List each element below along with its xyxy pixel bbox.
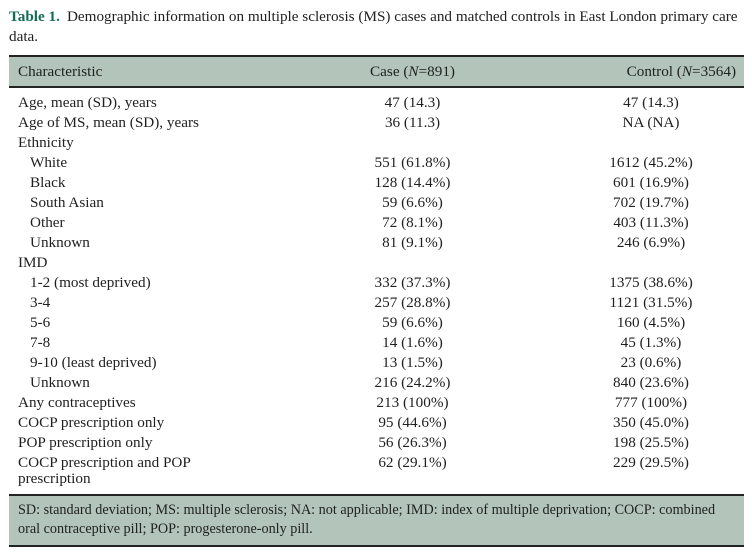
table-row: Unknown 216 (24.2%) 840 (23.6%): [9, 373, 744, 393]
table-row: South Asian 59 (6.6%) 702 (19.7%): [9, 193, 744, 213]
table-row: White 551 (61.8%) 1612 (45.2%): [9, 153, 744, 173]
table-row: COCP prescription and POP prescription 62…: [9, 453, 744, 495]
case-value: 72 (8.1%): [382, 214, 443, 231]
table-row: Any contraceptives 213 (100%) 777 (100%): [9, 393, 744, 413]
header-row: Characteristic Case (N=891) Control (N=3…: [9, 56, 744, 88]
case-value: 36 (11.3): [384, 114, 441, 131]
case-value: 59 (6.6%): [382, 194, 443, 211]
row-label: Unknown: [30, 234, 90, 251]
table-caption: Table 1. Demographic information on multi…: [9, 7, 750, 47]
table-figure: Table 1. Demographic information on multi…: [9, 7, 750, 547]
table-row: Ethnicity: [9, 133, 744, 153]
row-label: Any contraceptives: [18, 394, 136, 411]
case-value: [317, 253, 522, 273]
control-header-suffix: =3564): [692, 63, 736, 80]
control-value: 1612 (45.2%): [609, 154, 693, 171]
table-body: Age, mean (SD), years 47 (14.3) 47 (14.3) A…: [9, 87, 744, 495]
control-value: [522, 133, 744, 153]
table-footnote: SD: standard deviation; MS: multiple scl…: [9, 496, 744, 547]
column-header-control: Control (N=3564): [522, 56, 744, 88]
table-row: 9-10 (least deprived) 13 (1.5%) 23 (0.6%): [9, 353, 744, 373]
control-value: 246 (6.9%): [616, 234, 686, 251]
table-row: Age, mean (SD), years 47 (14.3) 47 (14.3): [9, 87, 744, 113]
control-value: 601 (16.9%): [613, 174, 689, 191]
table-row: COCP prescription only 95 (44.6%) 350 (45.…: [9, 413, 744, 433]
control-value: 45 (1.3%): [620, 334, 682, 351]
table-row: 3-4 257 (28.8%) 1121 (31.5%): [9, 293, 744, 313]
case-value: 13 (1.5%): [382, 354, 443, 371]
table-row: Other 72 (8.1%) 403 (11.3%): [9, 213, 744, 233]
case-value: 213 (100%): [376, 394, 449, 411]
table-row: Unknown 81 (9.1%) 246 (6.9%): [9, 233, 744, 253]
control-value: 840 (23.6%): [613, 374, 689, 391]
table-row: Black 128 (14.4%) 601 (16.9%): [9, 173, 744, 193]
table-caption-label: Table 1.: [9, 8, 60, 25]
case-value: 95 (44.6%): [378, 414, 447, 431]
control-value: 1121 (31.5%): [609, 294, 693, 311]
control-value: 403 (11.3%): [613, 214, 689, 231]
row-label: White: [30, 154, 68, 171]
case-value: 128 (14.4%): [374, 174, 451, 191]
case-value: 62 (29.1%): [378, 454, 447, 471]
control-value: 702 (19.7%): [613, 194, 689, 211]
control-value: 160 (4.5%): [616, 314, 686, 331]
case-header-n: N: [408, 63, 419, 80]
control-value: NA (NA): [622, 114, 680, 131]
table-caption-text: Demographic information on multiple scle…: [9, 8, 738, 45]
table-row: 1-2 (most deprived) 332 (37.3%) 1375 (38.6…: [9, 273, 744, 293]
case-value: 56 (26.3%): [378, 434, 447, 451]
row-label: Black: [30, 174, 66, 191]
row-label: Unknown: [30, 374, 90, 391]
row-label: 1-2 (most deprived): [30, 274, 151, 291]
case-value: 257 (28.8%): [374, 294, 451, 311]
row-label: POP prescription only: [18, 434, 153, 451]
table-row: 5-6 59 (6.6%) 160 (4.5%): [9, 313, 744, 333]
case-value: 216 (24.2%): [374, 374, 451, 391]
table-row: POP prescription only 56 (26.3%) 198 (25.5…: [9, 433, 744, 453]
control-value: 350 (45.0%): [613, 414, 689, 431]
demographics-table: Characteristic Case (N=891) Control (N=3…: [9, 55, 744, 496]
control-value: 229 (29.5%): [613, 454, 689, 471]
case-value: 14 (1.6%): [382, 334, 443, 351]
table-row: IMD: [9, 253, 744, 273]
case-value: 551 (61.8%): [374, 154, 451, 171]
case-value: 59 (6.6%): [382, 314, 443, 331]
table-row: 7-8 14 (1.6%) 45 (1.3%): [9, 333, 744, 353]
row-label: COCP prescription only: [18, 414, 165, 431]
case-header-prefix: Case (: [370, 63, 409, 80]
control-header-n: N: [681, 63, 692, 80]
column-header-characteristic: Characteristic: [9, 56, 317, 88]
control-value: 23 (0.6%): [620, 354, 682, 371]
row-label: 7-8: [30, 334, 51, 351]
control-value: 198 (25.5%): [613, 434, 689, 451]
case-value: [317, 133, 522, 153]
row-label: Ethnicity: [18, 134, 74, 151]
row-label: Age of MS, mean (SD), years: [18, 114, 199, 131]
row-label: IMD: [18, 254, 48, 271]
control-value: 47 (14.3): [623, 94, 679, 111]
control-value: [522, 253, 744, 273]
control-value: 777 (100%): [614, 394, 688, 411]
row-label: Other: [30, 214, 65, 231]
control-value: 1375 (38.6%): [609, 274, 693, 291]
row-label: 3-4: [30, 294, 51, 311]
case-value: 47 (14.3): [384, 94, 441, 111]
table-row: Age of MS, mean (SD), years 36 (11.3) NA (…: [9, 113, 744, 133]
column-header-case: Case (N=891): [317, 56, 522, 88]
control-header-prefix: Control (: [626, 63, 682, 80]
case-header-suffix: =891): [418, 63, 455, 80]
row-label: 9-10 (least deprived): [30, 354, 157, 371]
case-value: 332 (37.3%): [374, 274, 451, 291]
row-label: Age, mean (SD), years: [18, 94, 157, 111]
row-label: 5-6: [30, 314, 51, 331]
case-value: 81 (9.1%): [382, 234, 443, 251]
row-label: South Asian: [30, 194, 104, 211]
row-label: COCP prescription and POP prescription: [18, 454, 191, 487]
